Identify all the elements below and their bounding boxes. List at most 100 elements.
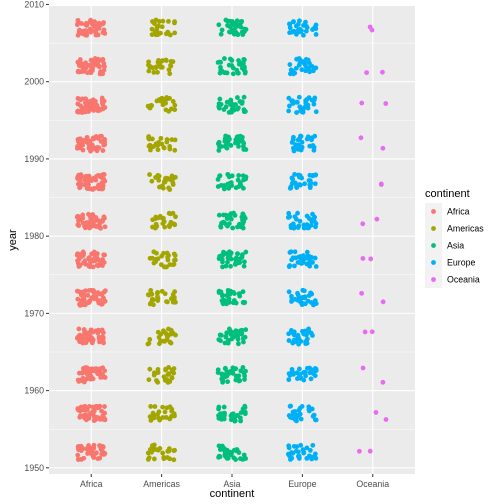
data-point <box>217 454 223 460</box>
data-point <box>308 376 314 382</box>
data-point <box>169 375 175 380</box>
data-point <box>90 257 96 263</box>
data-point <box>150 443 155 449</box>
data-point <box>156 415 161 421</box>
data-point <box>289 180 295 186</box>
data-point <box>93 215 99 220</box>
data-point <box>380 379 386 385</box>
data-point <box>311 101 317 107</box>
data-point <box>98 225 104 231</box>
data-point <box>242 373 248 379</box>
data-point <box>86 415 91 421</box>
data-point <box>301 32 306 38</box>
data-point <box>95 256 101 262</box>
data-point <box>162 409 168 415</box>
data-point <box>230 65 236 71</box>
data-point <box>155 412 160 417</box>
data-point <box>149 416 154 421</box>
legend-label: Americas <box>447 224 484 234</box>
data-point <box>300 253 306 259</box>
data-point <box>230 365 236 371</box>
data-point <box>75 334 81 340</box>
data-point <box>82 258 88 264</box>
data-point <box>380 145 386 151</box>
y-axis: 1950 1960 1970 1980 1990 2000 2010 <box>24 0 49 473</box>
data-point <box>291 224 297 230</box>
x-tick-label: Europe <box>288 479 316 489</box>
data-point <box>171 448 177 454</box>
data-point <box>310 333 315 338</box>
data-point <box>362 329 368 335</box>
data-point <box>147 366 153 372</box>
data-point <box>84 32 90 38</box>
data-point <box>171 457 177 463</box>
data-point <box>149 32 155 37</box>
data-point <box>163 57 169 63</box>
data-point <box>78 181 84 186</box>
data-point <box>301 331 307 337</box>
data-point <box>234 447 240 453</box>
data-point <box>226 371 232 376</box>
data-point <box>301 23 306 28</box>
data-point <box>222 136 228 142</box>
data-point <box>311 412 317 418</box>
data-point <box>229 107 235 113</box>
data-point <box>303 339 308 345</box>
data-point <box>242 259 247 265</box>
data-point <box>218 64 223 70</box>
data-point <box>240 139 245 144</box>
legend-key-point <box>431 226 436 231</box>
data-point <box>241 94 247 100</box>
data-point <box>85 330 91 336</box>
data-point <box>75 251 81 257</box>
data-point <box>232 212 238 218</box>
data-point <box>154 142 160 148</box>
data-point <box>95 56 101 62</box>
data-point <box>151 69 157 75</box>
data-point <box>216 413 221 419</box>
data-point <box>313 32 319 37</box>
data-point <box>172 19 177 25</box>
data-point <box>219 220 224 226</box>
data-point <box>154 250 159 256</box>
data-point <box>80 147 86 153</box>
data-point <box>313 109 319 115</box>
data-point <box>302 181 307 187</box>
data-point <box>171 261 177 267</box>
data-point <box>153 64 159 70</box>
data-point <box>300 447 306 453</box>
data-point <box>243 147 249 152</box>
data-point <box>304 136 310 142</box>
data-point <box>166 326 171 332</box>
data-point <box>173 299 178 305</box>
data-point <box>293 412 299 418</box>
data-point <box>298 338 304 344</box>
data-point <box>303 68 309 74</box>
data-point <box>147 337 153 342</box>
data-point <box>220 411 225 417</box>
data-point <box>90 97 96 103</box>
data-point <box>167 146 173 152</box>
data-point <box>239 254 245 260</box>
data-point <box>239 18 245 24</box>
data-point <box>225 181 231 187</box>
data-point <box>229 336 235 342</box>
legend: continent Africa Americas Asia Europe Oceani… <box>425 188 484 288</box>
data-point <box>81 455 87 461</box>
data-point <box>170 176 176 181</box>
data-point <box>146 59 152 65</box>
data-point <box>101 61 107 66</box>
data-point <box>306 408 312 414</box>
data-point <box>75 452 81 458</box>
data-point <box>78 404 84 410</box>
data-point <box>95 32 101 38</box>
data-point <box>146 377 152 383</box>
data-point <box>155 69 160 75</box>
data-point <box>291 443 297 449</box>
data-point <box>153 225 158 231</box>
data-point <box>101 176 107 182</box>
data-point <box>76 370 82 376</box>
data-point <box>85 292 91 298</box>
data-point <box>78 298 84 304</box>
y-axis-title: year <box>7 229 19 251</box>
